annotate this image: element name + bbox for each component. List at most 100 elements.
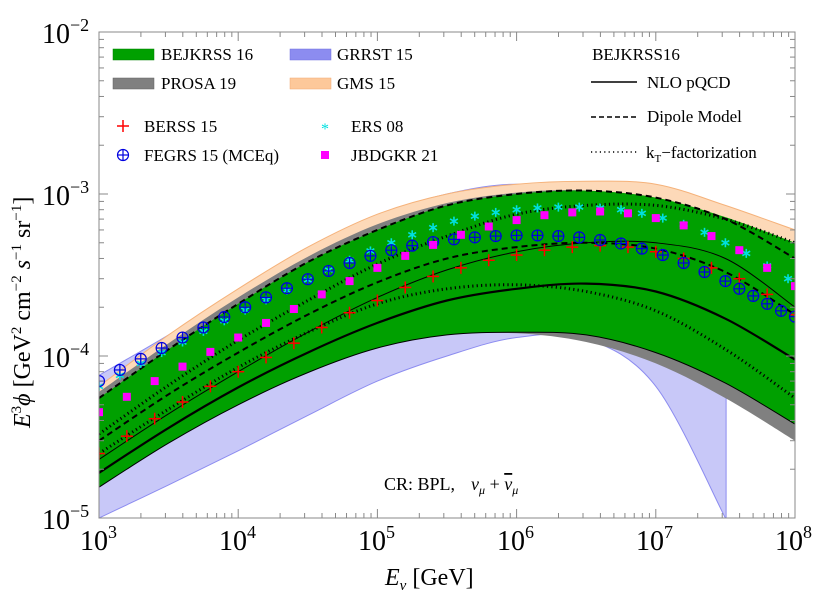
fegrs15-point	[573, 231, 586, 244]
x-tick-label: 103	[80, 522, 117, 557]
jbdgkr21-point	[540, 211, 549, 220]
band-bejkrss-16-band	[99, 190, 795, 488]
legend-label: BERSS 15	[144, 117, 217, 136]
fegrs15-point	[218, 310, 231, 324]
line-kt-upper	[99, 202, 795, 436]
fegrs15-point	[656, 248, 669, 262]
legend-label: kT−factorization	[646, 143, 757, 165]
jbdgkr21-point	[707, 232, 716, 241]
line-nlo-pqcd-upper	[99, 240, 795, 460]
y-tick-labels: 10−5 10−4 10−3 10−2	[42, 15, 89, 536]
fegrs15-point	[698, 265, 711, 279]
fegrs15-point	[594, 233, 607, 247]
jbdgkr21-point	[289, 305, 298, 314]
x-tick-label: 105	[358, 522, 395, 557]
berss15-point	[287, 337, 300, 350]
jbdgkr21-point	[234, 333, 243, 342]
legend-label: FEGRS 15 (MCEq)	[144, 146, 279, 165]
berss15-point	[510, 249, 523, 262]
ers08-point	[449, 216, 459, 226]
circle-plus-marker-icon	[116, 148, 130, 162]
fegrs15-point	[761, 297, 774, 310]
berss15-point	[232, 365, 245, 378]
fegrs15-point	[774, 304, 788, 317]
berss15-point	[120, 430, 133, 443]
fegrs15-point	[489, 229, 502, 243]
berss15-point	[315, 321, 328, 334]
berss15-point	[621, 241, 634, 254]
legend-label: ERS 08	[351, 117, 403, 136]
jbdgkr21-point	[596, 207, 605, 216]
jbdgkr21-point	[345, 277, 354, 286]
plot-frame	[98, 31, 796, 519]
x-tick-label: 107	[636, 522, 673, 557]
fegrs15-point	[614, 237, 628, 250]
berss15-point	[343, 306, 356, 319]
berss15-point	[427, 270, 440, 283]
jbdgkr21-point	[512, 216, 521, 225]
star-marker-icon: *	[321, 121, 329, 138]
line-nlo-pqcd-central	[99, 282, 795, 474]
jbdgkr21-point	[373, 263, 382, 272]
fegrs15-point	[747, 289, 760, 302]
fegrs15-point	[239, 301, 252, 314]
ers08-point	[470, 211, 480, 221]
fegrs15-point	[301, 273, 314, 286]
berss15-point	[789, 308, 795, 321]
berss15-point	[176, 396, 189, 409]
fegrs15-point	[343, 256, 356, 270]
legend-bands: BEJKRSS 16 GRRST 15 PROSA 19 GMS 15	[112, 45, 413, 93]
jbdgkr21-point	[122, 392, 131, 401]
legend-markers: BERSS 15 * ERS 08 FEGRS 15 (MCEq) JBDGKR…	[116, 117, 438, 165]
fegrs15-point	[134, 352, 147, 365]
y-axis-title: E3ϕ [GeV2 cm−2 s−1 sr−1]	[9, 197, 36, 429]
ers08-point	[574, 202, 584, 212]
jbdgkr21-point	[679, 221, 688, 230]
berss15-point	[399, 281, 412, 294]
ers08-point	[616, 205, 626, 215]
jbdgkr21-point	[206, 347, 215, 356]
berss15-point	[260, 351, 273, 364]
jbdgkr21-point	[429, 240, 438, 249]
fegrs15-point	[155, 341, 168, 355]
berss15-point	[649, 245, 662, 258]
legend-lines-title: BEJKRSS16	[592, 45, 680, 64]
x-tick-labels: 103 104 105 106 107 108	[80, 522, 812, 557]
fegrs15-point	[510, 229, 523, 242]
fegrs15-point	[259, 291, 273, 304]
ers08-point	[721, 238, 730, 248]
berss15-point	[371, 294, 384, 307]
jbdgkr21-point	[735, 246, 744, 255]
ers08-point	[512, 205, 521, 215]
fegrs15-point	[364, 249, 377, 262]
x-axis-title: Eν [GeV]	[384, 565, 474, 594]
ers08-point	[700, 227, 709, 237]
jbdgkr21-point	[763, 263, 772, 272]
jbdgkr21-point	[178, 362, 187, 371]
y-tick-label: 10−5	[42, 501, 89, 536]
fegrs15-point	[406, 239, 419, 252]
berss15-point	[566, 241, 579, 254]
berss15-point	[148, 412, 161, 425]
ers08-point	[428, 223, 438, 233]
legend-label: JBDGKR 21	[351, 146, 438, 165]
fegrs15-point	[635, 242, 648, 255]
berss15-point	[454, 261, 467, 274]
legend-label: GRRST 15	[337, 45, 413, 64]
line-dipole-upper	[99, 189, 795, 399]
fegrs15-point	[531, 229, 544, 242]
jbdgkr21-point	[99, 408, 103, 417]
legend-label: BEJKRSS 16	[161, 45, 253, 64]
y-tick-label: 10−4	[42, 339, 89, 374]
fegrs15-point	[447, 233, 461, 246]
fegrs15-point	[552, 229, 565, 243]
plus-marker-icon	[117, 120, 129, 132]
axis-ticks	[98, 31, 796, 519]
jbdgkr21-point	[651, 214, 660, 223]
ers08-point	[533, 203, 542, 213]
fegrs15-point	[176, 331, 189, 344]
fegrs15-point	[113, 363, 126, 377]
legend-swatch-bejkrss16	[112, 48, 155, 61]
ers08-point	[491, 207, 501, 217]
